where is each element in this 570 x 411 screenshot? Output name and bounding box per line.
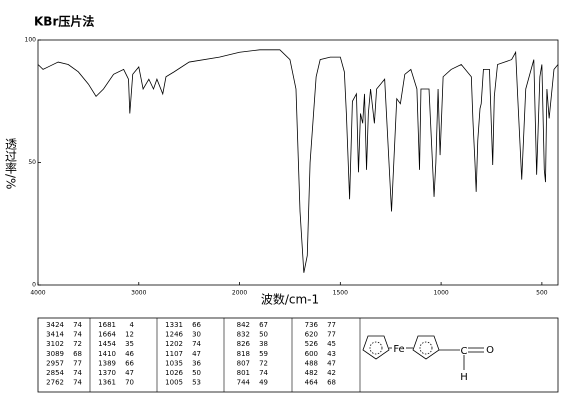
peak-intensity: 53 xyxy=(192,379,201,387)
peak-intensity: 38 xyxy=(259,340,268,348)
peak-wavenumber: 1370 xyxy=(98,369,116,377)
peak-intensity: 74 xyxy=(259,369,268,377)
peak-wavenumber: 818 xyxy=(237,350,250,358)
peak-intensity: 30 xyxy=(192,331,201,339)
peak-wavenumber: 801 xyxy=(237,369,250,377)
peak-intensity: 47 xyxy=(125,369,134,377)
peak-intensity: 66 xyxy=(125,359,134,367)
x-tick-label: 2000 xyxy=(232,290,247,297)
peak-intensity: 50 xyxy=(259,331,268,339)
peak-intensity: 72 xyxy=(259,359,268,367)
peak-wavenumber: 600 xyxy=(305,350,318,358)
peak-intensity: 42 xyxy=(327,369,336,377)
peak-wavenumber: 3102 xyxy=(46,340,64,348)
peak-wavenumber: 736 xyxy=(305,321,319,329)
peak-wavenumber: 1454 xyxy=(98,340,116,348)
peak-intensity: 47 xyxy=(192,350,201,358)
x-tick-label: 1000 xyxy=(433,290,448,297)
peak-wavenumber: 1246 xyxy=(165,331,183,339)
x-axis-label: 波数/cm-1 xyxy=(261,292,319,307)
peak-intensity: 77 xyxy=(327,331,336,339)
peak-wavenumber: 1331 xyxy=(165,321,183,329)
peak-intensity: 68 xyxy=(327,379,336,387)
peak-wavenumber: 832 xyxy=(237,331,250,339)
peak-wavenumber: 1026 xyxy=(165,369,183,377)
peak-intensity: 68 xyxy=(73,350,82,358)
peak-intensity: 72 xyxy=(73,340,82,348)
structure xyxy=(362,335,484,370)
peak-wavenumber: 1361 xyxy=(98,379,116,387)
peak-intensity: 77 xyxy=(327,321,336,329)
peak-wavenumber: 464 xyxy=(305,379,319,387)
peak-wavenumber: 1202 xyxy=(165,340,183,348)
table-frame xyxy=(37,317,559,393)
atom-label: H xyxy=(460,372,468,383)
peak-wavenumber: 3414 xyxy=(46,331,64,339)
peak-wavenumber: 2957 xyxy=(46,359,64,367)
ring-center xyxy=(369,341,383,355)
peak-intensity: 74 xyxy=(73,369,82,377)
peak-intensity: 12 xyxy=(125,331,134,339)
peak-wavenumber: 807 xyxy=(237,359,250,367)
peak-wavenumber: 488 xyxy=(305,359,318,367)
peak-wavenumber: 620 xyxy=(305,331,318,339)
atom-label: O xyxy=(486,345,494,356)
peak-wavenumber: 2854 xyxy=(46,369,64,377)
peak-wavenumber: 826 xyxy=(237,340,251,348)
ring-center xyxy=(419,341,433,355)
y-tick-label: 100 xyxy=(25,37,37,44)
peak-intensity: 4 xyxy=(130,321,135,329)
y-axis-label: 透过率/% xyxy=(4,138,18,190)
plot-frame xyxy=(37,39,559,286)
peak-wavenumber: 2762 xyxy=(46,379,64,387)
ring xyxy=(412,335,440,360)
peak-intensity: 45 xyxy=(327,340,336,348)
atom-label: C xyxy=(461,346,468,357)
peak-wavenumber: 1410 xyxy=(98,350,116,358)
peak-wavenumber: 1681 xyxy=(98,321,116,329)
peak-wavenumber: 526 xyxy=(305,340,319,348)
peak-intensity: 74 xyxy=(73,321,82,329)
peak-intensity: 77 xyxy=(73,359,82,367)
peak-intensity: 74 xyxy=(192,340,201,348)
y-tick-label: 50 xyxy=(28,159,36,166)
y-tick-label: 0 xyxy=(32,282,36,289)
peak-intensity: 74 xyxy=(73,379,82,387)
atom-label: Fe xyxy=(393,344,404,355)
peak-intensity: 74 xyxy=(73,331,82,339)
peak-wavenumber: 1107 xyxy=(165,350,183,358)
peak-intensity: 49 xyxy=(259,379,268,387)
x-tick-label: 500 xyxy=(536,290,548,297)
peak-wavenumber: 1664 xyxy=(98,331,116,339)
peak-intensity: 46 xyxy=(125,350,134,358)
peak-wavenumber: 744 xyxy=(237,379,251,387)
x-tick-label: 3000 xyxy=(131,290,146,297)
peak-wavenumber: 3424 xyxy=(46,321,64,329)
peak-wavenumber: 3089 xyxy=(46,350,64,358)
x-tick-label: 1500 xyxy=(333,290,348,297)
spectrum-line xyxy=(37,49,559,273)
peak-intensity: 47 xyxy=(327,359,336,367)
x-tick-label: 4000 xyxy=(30,290,45,297)
peak-wavenumber: 1389 xyxy=(98,359,116,367)
ring xyxy=(362,335,390,360)
peak-wavenumber: 1035 xyxy=(165,359,183,367)
peak-table: 3424 74 3414 74 3102 72 3089 68 2957 77 2854 74 2762… xyxy=(46,318,361,392)
peak-intensity: 70 xyxy=(125,379,134,387)
peak-wavenumber: 482 xyxy=(305,369,318,377)
peak-intensity: 36 xyxy=(192,359,201,367)
peak-intensity: 35 xyxy=(125,340,134,348)
peak-intensity: 43 xyxy=(327,350,336,358)
chart-title: KBr压片法 xyxy=(34,14,94,29)
peak-intensity: 59 xyxy=(259,350,268,358)
peak-intensity: 67 xyxy=(259,321,268,329)
peak-intensity: 50 xyxy=(192,369,201,377)
peak-intensity: 66 xyxy=(192,321,201,329)
peak-wavenumber: 1005 xyxy=(165,379,183,387)
peak-wavenumber: 842 xyxy=(237,321,250,329)
